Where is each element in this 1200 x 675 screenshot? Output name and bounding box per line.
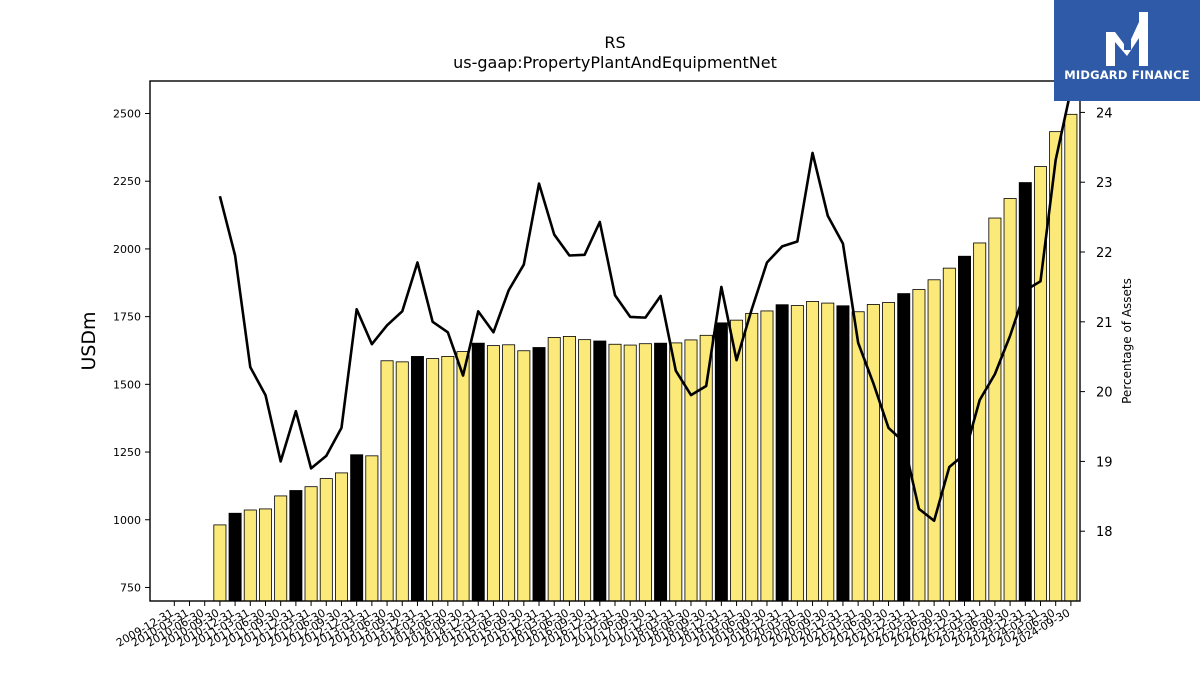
bar xyxy=(410,356,424,602)
bar xyxy=(395,361,409,602)
bar xyxy=(380,360,394,602)
bar xyxy=(289,490,303,602)
bar xyxy=(274,495,288,602)
bar xyxy=(608,343,622,602)
bar xyxy=(1003,198,1017,602)
line-series xyxy=(218,89,1073,523)
y-tick-label: 1250 xyxy=(113,446,141,459)
logo-icon xyxy=(1106,12,1148,66)
bar xyxy=(532,347,546,602)
bar xyxy=(1034,166,1047,602)
bar xyxy=(623,344,637,602)
y2-axis-label: Percentage of Assets xyxy=(1120,278,1134,404)
y2-tick-label: 19 xyxy=(1096,455,1113,470)
bar xyxy=(745,312,759,602)
bar xyxy=(547,337,561,602)
bar xyxy=(760,310,774,602)
bar xyxy=(1018,182,1032,602)
bar xyxy=(502,344,516,602)
bar xyxy=(456,351,470,602)
bar xyxy=(866,304,880,602)
bar xyxy=(593,340,607,602)
y2-tick-label: 18 xyxy=(1096,525,1113,540)
logo-text: MIDGARD FINANCE xyxy=(1064,68,1190,82)
bar xyxy=(426,358,440,602)
bar xyxy=(912,289,926,602)
bar xyxy=(319,478,333,602)
bar xyxy=(942,267,956,602)
bar xyxy=(669,342,683,602)
bar xyxy=(304,486,318,602)
bar xyxy=(821,302,835,602)
bar xyxy=(334,472,348,602)
bar xyxy=(365,455,379,602)
bar xyxy=(1064,113,1078,602)
bar xyxy=(958,255,971,602)
bar xyxy=(775,304,789,602)
chart-subtitle: us-gaap:PropertyPlantAndEquipmentNet xyxy=(453,53,777,72)
bar xyxy=(684,339,698,602)
bar xyxy=(882,302,896,602)
line-group xyxy=(218,89,1073,523)
y2-tick-label: 21 xyxy=(1096,316,1113,331)
y-tick-label: 2250 xyxy=(113,175,141,188)
bar xyxy=(243,509,257,602)
y-tick-label: 2500 xyxy=(113,108,141,121)
bar xyxy=(213,524,227,602)
bar xyxy=(836,305,850,602)
bar xyxy=(228,512,242,602)
bar xyxy=(988,217,1002,602)
logo: MIDGARD FINANCE xyxy=(1054,0,1200,101)
bar-group xyxy=(213,113,1078,602)
chart-title: RS xyxy=(604,33,625,52)
bar xyxy=(790,305,804,602)
y-tick-label: 2000 xyxy=(113,243,141,256)
y-tick-label: 1750 xyxy=(113,311,141,324)
bar xyxy=(441,356,455,602)
bar xyxy=(638,343,652,602)
bar xyxy=(350,454,364,602)
bar xyxy=(517,350,531,602)
bar xyxy=(654,342,668,602)
y2-tick-label: 20 xyxy=(1096,386,1113,401)
y-tick-label: 1500 xyxy=(113,378,141,391)
bar xyxy=(699,334,713,602)
y-tick-label: 1000 xyxy=(113,514,141,527)
bar xyxy=(471,342,485,602)
y-tick-label: 750 xyxy=(120,581,141,594)
bar xyxy=(806,301,820,602)
bar xyxy=(486,345,500,602)
y2-tick-label: 22 xyxy=(1096,246,1113,261)
bar xyxy=(562,335,576,602)
y-axis-label: USDm xyxy=(78,311,100,370)
axes-group: 750 1000 1250 1500 1750 2000 2250 2500 18 19 20 21 2… xyxy=(113,80,1113,650)
bar xyxy=(578,339,592,602)
bar xyxy=(730,319,744,602)
bar xyxy=(714,322,728,602)
bar xyxy=(973,242,987,602)
bar xyxy=(927,279,941,602)
bar xyxy=(259,508,272,602)
y2-tick-label: 24 xyxy=(1096,106,1113,121)
y2-tick-label: 23 xyxy=(1096,176,1113,191)
